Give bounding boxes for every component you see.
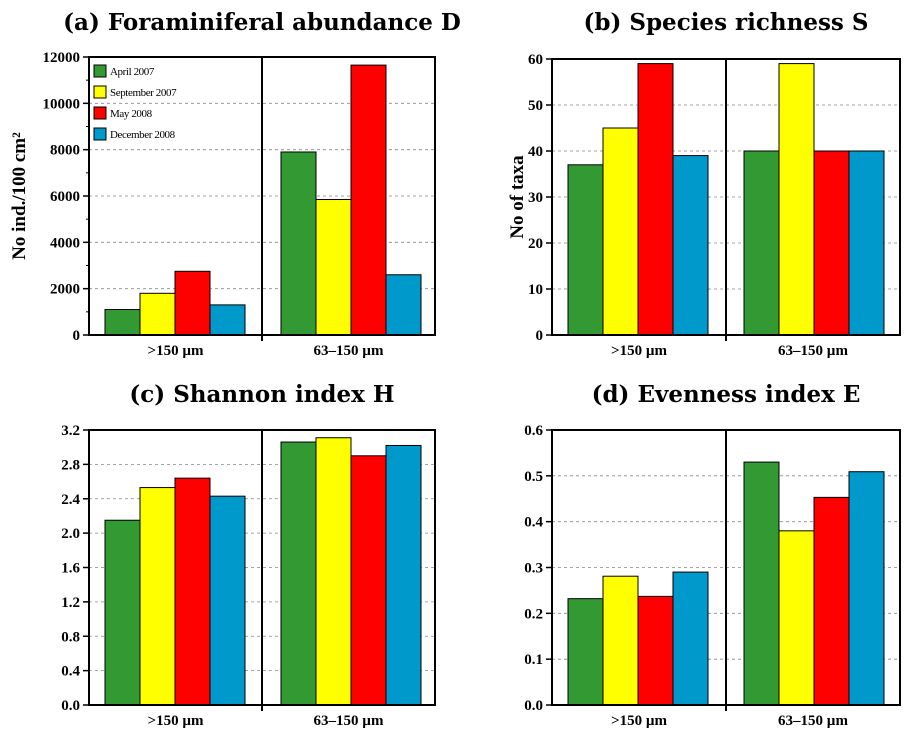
bar-may-2008-2 <box>813 150 850 336</box>
bar-may-2008-1 <box>174 270 211 336</box>
x-category-label: >150 µm <box>148 343 204 359</box>
y-tick-label: 12000 <box>43 50 81 66</box>
y-tick-label: 10000 <box>43 96 81 112</box>
y-tick-label: 8000 <box>50 143 80 159</box>
bar-december-2008-1 <box>209 495 246 706</box>
bar-may-2008-1 <box>637 595 674 706</box>
chart-panel-3: (c) Shannon index H 0.0 0.4 0.8 1.2 1.6 2.0 2.4… <box>61 381 436 729</box>
bar-september-2007-2 <box>315 437 352 706</box>
y-tick-label: 1.2 <box>61 595 80 611</box>
y-tick-label: 2000 <box>50 282 80 298</box>
y-tick-label: 10 <box>528 282 543 298</box>
x-category-label: >150 µm <box>611 343 667 359</box>
bar-september-2007-2 <box>778 63 815 336</box>
y-axis-label: No of taxa <box>507 155 528 239</box>
legend-label: April 2007 <box>110 66 155 78</box>
y-tick-label: 0.6 <box>524 423 543 439</box>
chart-title: (c) Shannon index H <box>129 381 394 408</box>
legend: April 2007 September 2007 May 2008 December… <box>93 64 177 141</box>
bar-september-2007-1 <box>139 487 176 706</box>
y-axis-label: No ind./100 cm² <box>9 132 30 260</box>
bar-april-2007-1 <box>104 309 141 336</box>
bar-december-2008-1 <box>672 155 709 336</box>
y-tick-label: 0.5 <box>524 469 543 485</box>
y-tick-label: 6000 <box>50 189 80 205</box>
x-category-label: 63–150 µm <box>314 713 384 729</box>
bar-december-2008-2 <box>848 150 885 336</box>
chart-title: (d) Evenness index E <box>592 381 861 408</box>
chart-panel-1: (a) Foraminiferal abundance D 0 2000 4000 60… <box>9 9 461 359</box>
y-tick-label: 0.4 <box>524 515 543 531</box>
y-tick-label: 0.3 <box>524 561 543 577</box>
y-tick-label: 0 <box>73 328 81 344</box>
bar-september-2007-1 <box>602 575 639 706</box>
bar-september-2007-1 <box>139 292 176 336</box>
y-tick-label: 1.6 <box>61 561 80 577</box>
y-tick-label: 0.8 <box>61 629 80 645</box>
bar-may-2008-2 <box>350 64 387 336</box>
legend-swatch <box>93 127 107 141</box>
bar-september-2007-2 <box>315 198 352 336</box>
legend-label: May 2008 <box>110 108 153 120</box>
y-tick-label: 60 <box>528 52 543 68</box>
y-tick-label: 4000 <box>50 235 80 251</box>
y-tick-label: 0.0 <box>61 698 80 714</box>
y-tick-label: 0.0 <box>524 698 543 714</box>
bar-december-2008-1 <box>209 304 246 336</box>
y-tick-label: 40 <box>528 144 543 160</box>
y-tick-label: 0.4 <box>61 664 80 680</box>
chart-title: (a) Foraminiferal abundance D <box>63 9 461 36</box>
bar-april-2007-2 <box>280 151 317 336</box>
chart-title: (b) Species richness S <box>584 9 869 36</box>
legend-swatch <box>93 64 107 78</box>
bar-december-2008-2 <box>848 471 885 706</box>
bar-april-2007-1 <box>104 519 141 706</box>
legend-swatch <box>93 106 107 120</box>
bar-may-2008-2 <box>813 496 850 706</box>
bar-april-2007-2 <box>743 461 780 706</box>
bar-december-2008-2 <box>385 274 422 336</box>
bar-december-2008-2 <box>385 444 422 706</box>
bar-april-2007-2 <box>743 150 780 336</box>
x-category-label: >150 µm <box>148 713 204 729</box>
y-tick-label: 20 <box>528 236 543 252</box>
bar-may-2008-1 <box>174 477 211 706</box>
bar-april-2007-1 <box>567 164 604 336</box>
y-tick-label: 0 <box>536 328 544 344</box>
y-tick-label: 2.0 <box>61 526 80 542</box>
bar-may-2008-1 <box>637 63 674 336</box>
y-tick-label: 2.8 <box>61 457 80 473</box>
legend-swatch <box>93 85 107 99</box>
x-category-label: 63–150 µm <box>778 343 848 359</box>
bar-may-2008-2 <box>350 455 387 706</box>
x-category-label: >150 µm <box>611 713 667 729</box>
y-tick-label: 3.2 <box>61 423 80 439</box>
x-category-label: 63–150 µm <box>314 343 384 359</box>
x-category-label: 63–150 µm <box>778 713 848 729</box>
y-tick-label: 0.2 <box>524 606 543 622</box>
bar-april-2007-1 <box>567 598 604 706</box>
y-tick-label: 2.4 <box>61 492 80 508</box>
y-tick-label: 30 <box>528 190 543 206</box>
y-tick-label: 50 <box>528 98 543 114</box>
chart-panel-2: (b) Species richness S 0 10 20 30 40 50 60 >150 … <box>507 9 901 359</box>
bar-april-2007-2 <box>280 441 317 706</box>
bar-december-2008-1 <box>672 571 709 706</box>
legend-label: September 2007 <box>110 87 177 99</box>
bar-september-2007-2 <box>778 530 815 706</box>
legend-label: December 2008 <box>110 129 176 141</box>
bar-september-2007-1 <box>602 127 639 336</box>
y-tick-label: 0.1 <box>524 652 543 668</box>
chart-panel-4: (d) Evenness index E 0.0 0.1 0.2 0.3 0.4 0.5 0.… <box>524 381 901 729</box>
